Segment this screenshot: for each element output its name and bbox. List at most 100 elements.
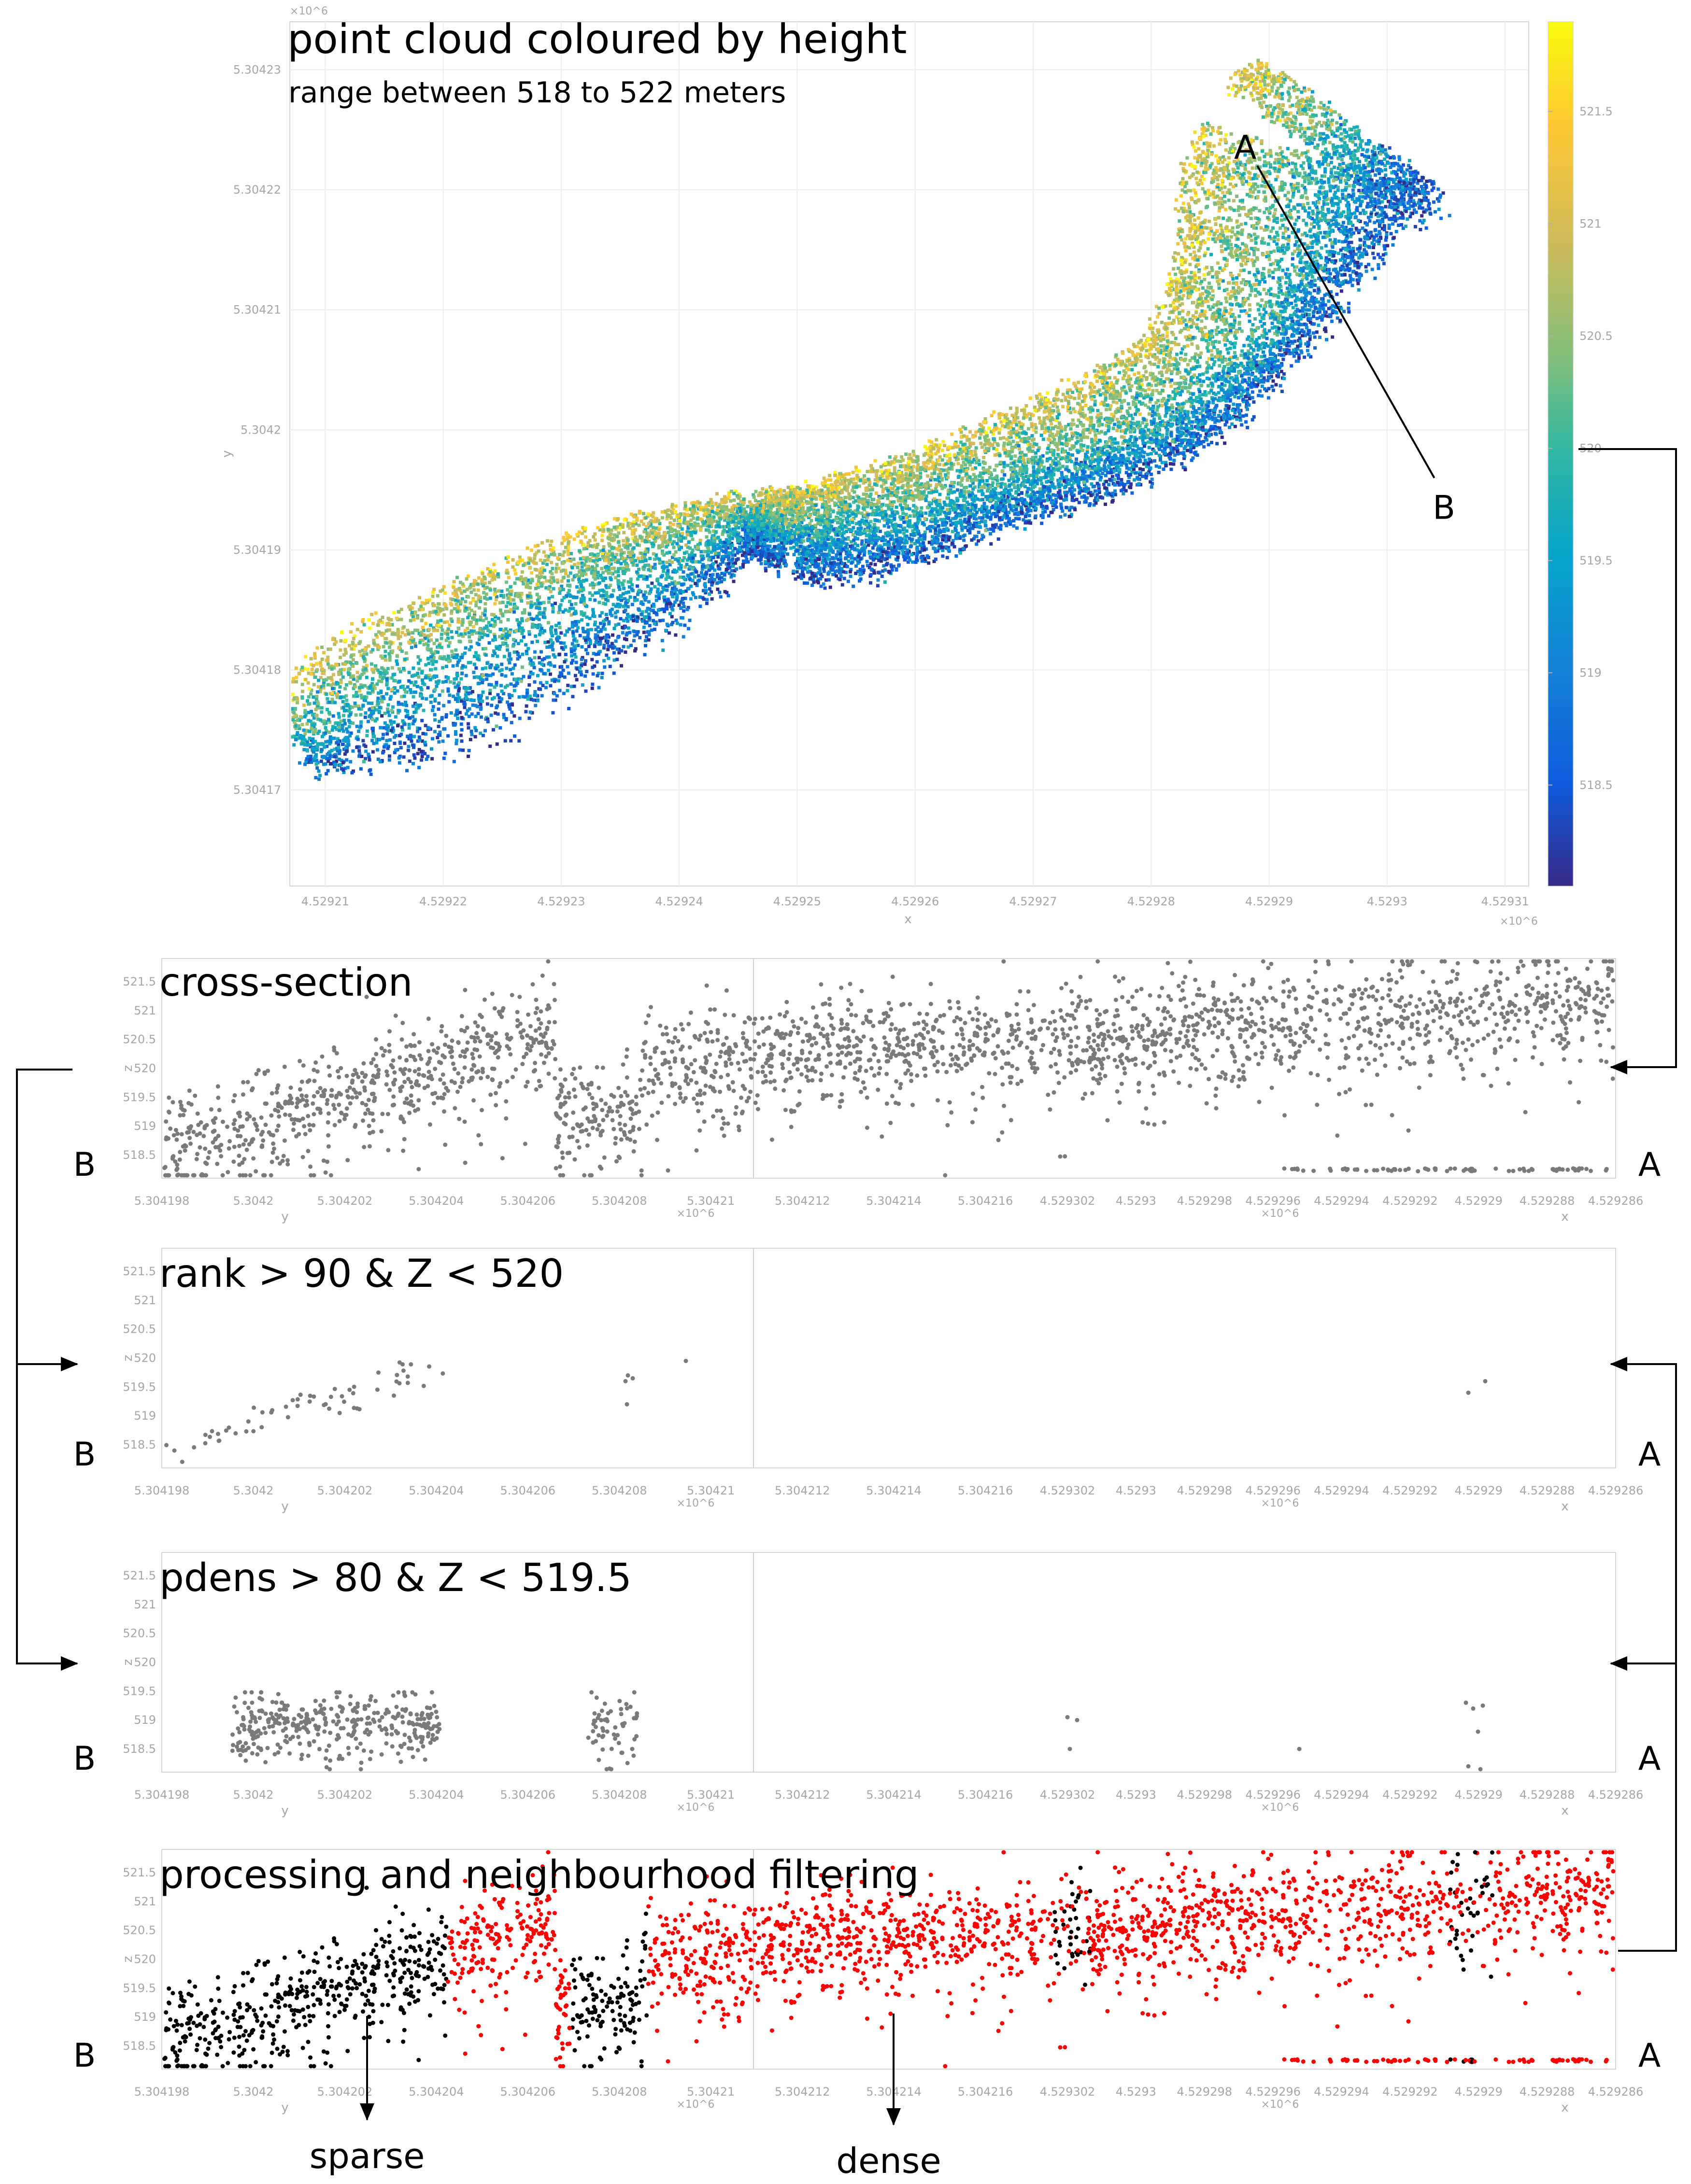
map-point: [561, 553, 565, 557]
map-point: [479, 615, 483, 619]
map-point: [359, 653, 363, 657]
map-point: [1249, 188, 1252, 192]
map-point: [1113, 376, 1117, 380]
map-point: [1181, 294, 1185, 297]
map-point: [873, 469, 877, 473]
map-point: [1161, 334, 1165, 337]
map-point: [1084, 452, 1088, 456]
map-point: [911, 465, 915, 468]
map-point: [1205, 316, 1208, 320]
map-point: [850, 561, 853, 565]
map-point: [398, 634, 402, 638]
map-point: [1253, 187, 1257, 191]
map-point: [1045, 451, 1049, 455]
map-point: [410, 606, 414, 610]
map-point: [571, 578, 575, 582]
map-point: [318, 690, 322, 693]
map-point: [417, 766, 421, 770]
map-point: [654, 598, 658, 602]
map-point: [364, 711, 368, 715]
map-point: [1002, 436, 1006, 440]
map-point: [536, 626, 540, 629]
map-point: [1149, 338, 1153, 341]
map-point: [613, 533, 617, 537]
map-point: [963, 508, 967, 512]
map-point: [1260, 324, 1264, 328]
map-point: [1276, 238, 1280, 241]
map-point: [1168, 310, 1172, 314]
map-point: [1197, 255, 1201, 259]
map-point: [493, 615, 497, 619]
map-point: [1232, 281, 1236, 285]
map-point: [625, 591, 628, 594]
map-point: [1054, 424, 1058, 428]
map-point: [483, 602, 487, 606]
map-point: [1261, 64, 1265, 68]
map-point: [292, 677, 296, 681]
map-point: [1227, 156, 1231, 160]
map-point: [709, 498, 713, 502]
map-point: [1226, 176, 1230, 180]
map-point: [1099, 416, 1103, 420]
map-point: [1169, 384, 1173, 388]
map-point: [1315, 316, 1319, 320]
map-point: [1165, 399, 1168, 403]
map-point: [437, 602, 441, 606]
map-point: [1304, 222, 1308, 225]
map-point: [966, 476, 970, 480]
map-point: [1269, 229, 1273, 233]
map-point: [1188, 221, 1192, 225]
map-point: [413, 642, 417, 646]
map-point: [738, 550, 741, 553]
map-point: [1229, 76, 1233, 80]
map-point: [633, 634, 637, 638]
map-point: [456, 620, 460, 624]
map-point: [883, 558, 887, 562]
map-point: [426, 676, 430, 679]
map-point: [1105, 408, 1108, 411]
map-point: [842, 562, 846, 565]
map-point: [1254, 216, 1258, 220]
map-point: [878, 529, 882, 533]
map-point: [412, 683, 416, 687]
map-point: [1213, 201, 1217, 205]
map-point: [549, 576, 553, 579]
map-point: [1310, 165, 1314, 169]
map-point: [612, 658, 616, 662]
map-point: [1211, 275, 1215, 279]
map-point: [1234, 183, 1238, 187]
map-point: [328, 737, 332, 741]
map-point: [1167, 316, 1171, 320]
map-point: [616, 570, 620, 574]
map-point: [1220, 415, 1223, 419]
map-point: [1186, 296, 1190, 299]
map-point: [1364, 269, 1368, 273]
map-point: [787, 518, 791, 521]
map-point: [997, 504, 1001, 508]
map-point: [438, 606, 441, 610]
map-point: [529, 670, 533, 674]
map-point: [1372, 256, 1376, 260]
map-point: [1327, 233, 1331, 237]
map-point: [1359, 201, 1363, 205]
map-point: [838, 511, 842, 515]
map-point: [630, 603, 634, 606]
map-point: [538, 633, 541, 636]
map-point: [1250, 418, 1254, 422]
map-point: [1089, 395, 1093, 399]
map-point: [1187, 288, 1191, 292]
map-point: [1437, 207, 1441, 211]
map-point: [1384, 205, 1388, 209]
map-point: [609, 583, 612, 587]
map-point: [887, 533, 891, 537]
map-point: [586, 628, 590, 632]
map-point: [1055, 442, 1059, 446]
map-point: [355, 694, 359, 698]
map-point: [894, 522, 897, 526]
map-point: [455, 697, 459, 701]
map-point: [1193, 156, 1197, 160]
map-point: [906, 486, 910, 490]
map-point: [1129, 377, 1133, 381]
map-point: [708, 587, 711, 591]
map-point: [1265, 207, 1269, 211]
